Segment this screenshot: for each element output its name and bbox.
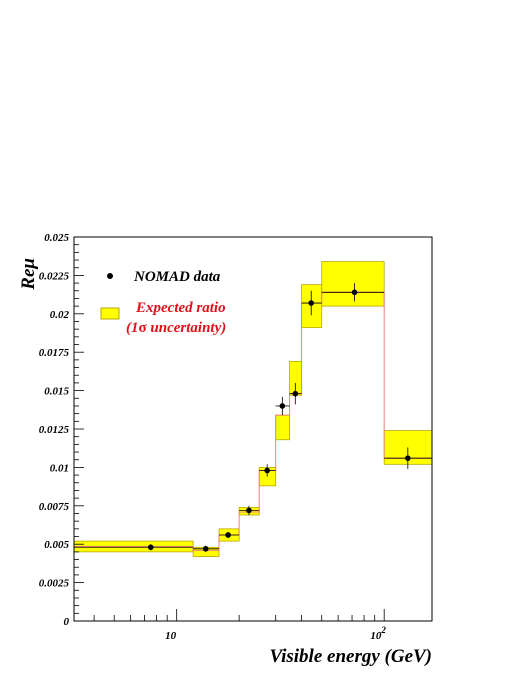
x-tick-label-1-exponent: 2 <box>380 625 386 635</box>
data-point-3-marker <box>246 507 252 514</box>
expected-band-8 <box>321 261 385 307</box>
data-point-9 <box>384 447 432 469</box>
data-point-5 <box>275 396 290 416</box>
legend: NOMAD data Expected ratio (1σ uncertaint… <box>100 269 226 336</box>
data-point-8-marker <box>351 289 358 296</box>
data-point-0 <box>74 544 194 551</box>
y-tick-label-9: 0.0225 <box>39 270 70 282</box>
data-point-6 <box>289 382 302 405</box>
legend-dot-marker <box>107 273 113 279</box>
y-tick-label-2: 0.005 <box>44 539 69 551</box>
y-tick-label-0: 0 <box>64 616 70 628</box>
legend-label-uncertainty-pre: (1 <box>126 320 139 336</box>
data-point-4-marker <box>264 467 270 474</box>
y-axis-title: Reμ <box>18 258 39 291</box>
data-point-2-marker <box>225 532 231 538</box>
x-tick-labels: 10 102 <box>165 625 386 642</box>
y-tick-label-5: 0.0125 <box>39 424 70 436</box>
y-tick-label-7: 0.0175 <box>39 347 70 359</box>
y-tick-label-10: 0.025 <box>44 232 69 244</box>
data-point-7 <box>301 290 322 316</box>
legend-label-uncertainty-post: uncertainty) <box>147 320 227 336</box>
x-tick-label-0: 10 <box>165 630 177 642</box>
y-tick-label-3: 0.0075 <box>39 501 70 513</box>
x-tick-label-1: 102 <box>370 625 386 642</box>
legend-label-expected-ratio: Expected ratio <box>135 300 226 316</box>
data-point-2 <box>219 531 240 539</box>
data-point-5-marker <box>279 403 286 409</box>
y-tick-label-1: 0.0025 <box>39 578 70 590</box>
data-point-3 <box>239 505 260 516</box>
legend-label-sigma: σ <box>139 320 148 336</box>
x-tick-label-1-base: 10 <box>370 630 382 642</box>
expected-ratio-histogram-line <box>73 291 432 621</box>
legend-label-nomad-data: NOMAD data <box>133 269 221 285</box>
data-point-1-marker <box>202 546 209 552</box>
expected-band-7 <box>301 284 323 329</box>
expected-band-5 <box>275 414 290 441</box>
data-point-9-marker <box>405 455 411 461</box>
y-tick-labels: 0 0.0025 0.005 0.0075 0.01 0.0125 0.015 0.0175 0… <box>39 232 70 628</box>
data-point-7-marker <box>308 300 315 306</box>
expected-ratio-line <box>73 291 432 621</box>
data-point-8 <box>321 283 385 302</box>
legend-band-swatch <box>100 307 120 320</box>
data-point-1 <box>193 545 220 552</box>
y-tick-label-4: 0.01 <box>50 462 69 474</box>
data-point-4 <box>259 464 276 477</box>
legend-label-uncertainty: (1σ uncertainty) <box>126 320 226 336</box>
nomad-data-points <box>74 283 432 552</box>
axis-ticks <box>74 236 385 622</box>
data-point-6-marker <box>292 390 299 397</box>
y-tick-label-6: 0.015 <box>44 386 69 398</box>
x-axis-title: Visible energy (GeV) <box>269 646 432 667</box>
data-point-0-marker <box>147 544 154 551</box>
y-tick-label-8: 0.02 <box>50 309 70 321</box>
x-tick-label-0-base: 10 <box>165 630 177 642</box>
